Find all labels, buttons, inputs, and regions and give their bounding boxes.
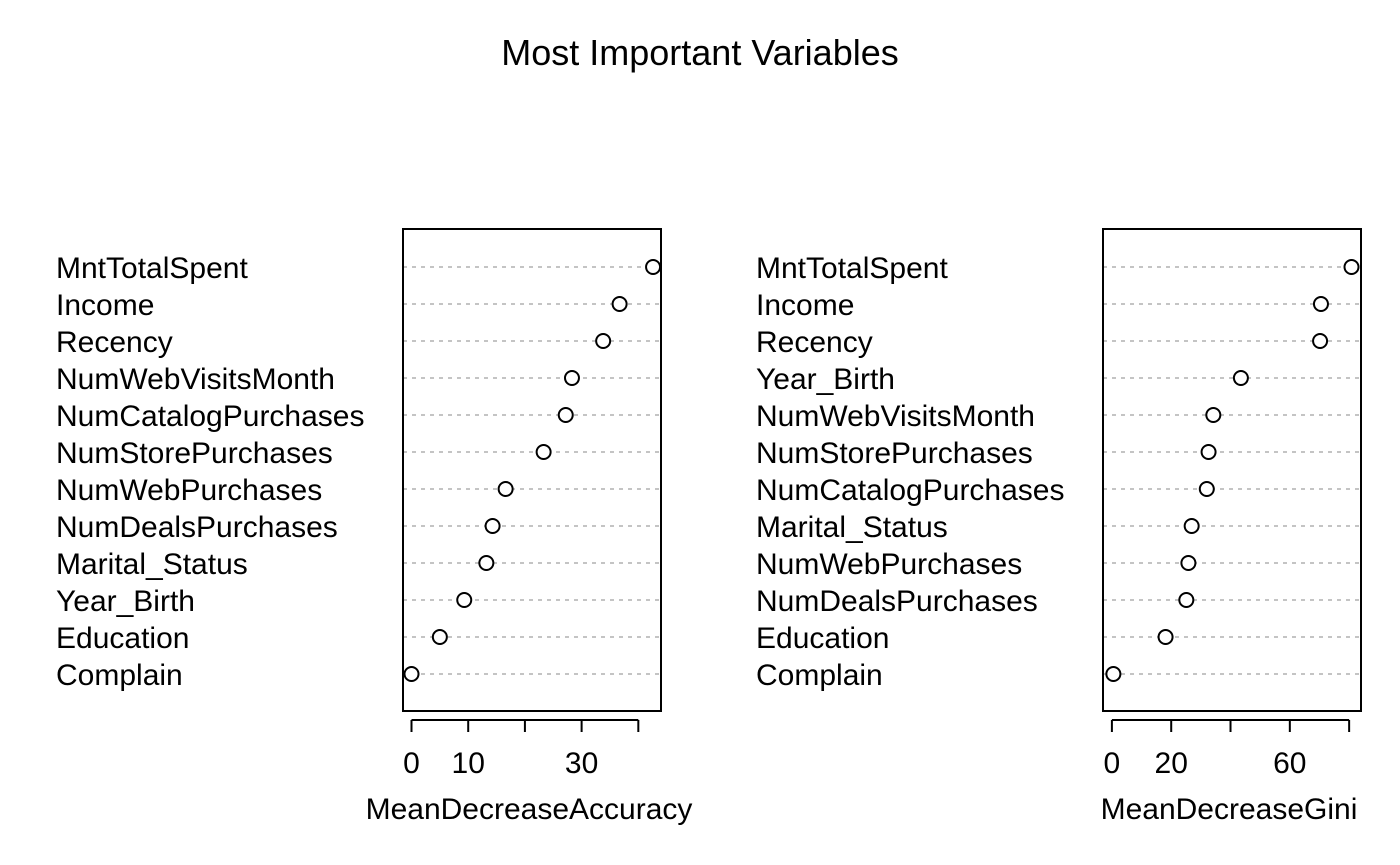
plot-frame xyxy=(1102,228,1362,712)
panel-2: MntTotalSpent Income Recency Year_Birth NumW… xyxy=(756,228,1362,826)
data-point xyxy=(1180,555,1197,571)
data-point xyxy=(497,481,514,497)
data-point xyxy=(403,666,420,682)
data-point xyxy=(1343,259,1360,275)
variable-label: NumCatalogPurchases xyxy=(756,474,1064,507)
data-point xyxy=(1232,370,1249,386)
data-point xyxy=(535,444,552,460)
plot-frame xyxy=(402,228,662,712)
data-point xyxy=(1157,629,1174,645)
variable-label: Education xyxy=(756,622,889,655)
x-tick-label: 60 xyxy=(1273,747,1306,780)
variable-label: NumDealsPurchases xyxy=(56,511,338,544)
variable-label: NumDealsPurchases xyxy=(756,585,1038,618)
data-point xyxy=(1105,666,1122,682)
variable-label: NumCatalogPurchases xyxy=(56,400,364,433)
data-point xyxy=(645,259,662,275)
data-point xyxy=(1183,518,1200,534)
x-tick-label: 30 xyxy=(565,747,598,780)
data-point xyxy=(478,555,495,571)
variable-label: Complain xyxy=(56,659,183,692)
variable-label: Income xyxy=(56,289,154,322)
panel-1: MntTotalSpent Income Recency NumWebVisitsMo… xyxy=(56,228,693,826)
variable-label: NumStorePurchases xyxy=(56,437,333,470)
variable-label: Marital_Status xyxy=(56,548,248,581)
data-point xyxy=(1198,481,1215,497)
variable-label: Year_Birth xyxy=(756,363,895,396)
data-point xyxy=(456,592,473,608)
variable-label: NumWebPurchases xyxy=(56,474,322,507)
x-axis-title: MeanDecreaseGini xyxy=(1101,793,1358,826)
data-point xyxy=(563,370,580,386)
variable-label: Complain xyxy=(756,659,883,692)
variable-label: Recency xyxy=(756,326,873,359)
data-point xyxy=(431,629,448,645)
data-point xyxy=(595,333,612,349)
variable-label: Year_Birth xyxy=(56,585,195,618)
variable-label: MntTotalSpent xyxy=(756,252,948,285)
x-tick-label: 0 xyxy=(403,747,420,780)
chart-title: Most Important Variables xyxy=(501,32,899,73)
x-tick-label: 10 xyxy=(452,747,485,780)
variable-label: Education xyxy=(56,622,189,655)
variable-label: MntTotalSpent xyxy=(56,252,248,285)
data-point xyxy=(1312,296,1329,312)
variable-label: NumWebVisitsMonth xyxy=(56,363,335,396)
variable-label: NumStorePurchases xyxy=(756,437,1033,470)
data-point xyxy=(1205,407,1222,423)
x-axis-title: MeanDecreaseAccuracy xyxy=(366,793,693,826)
data-point xyxy=(484,518,501,534)
data-point xyxy=(1200,444,1217,460)
data-point xyxy=(611,296,628,312)
x-tick-label: 20 xyxy=(1155,747,1188,780)
variable-label: Income xyxy=(756,289,854,322)
variable-label: Recency xyxy=(56,326,173,359)
data-point xyxy=(1312,333,1329,349)
variable-label: NumWebVisitsMonth xyxy=(756,400,1035,433)
variable-label: Marital_Status xyxy=(756,511,948,544)
variable-label: NumWebPurchases xyxy=(756,548,1022,581)
data-point xyxy=(557,407,574,423)
data-point xyxy=(1178,592,1195,608)
x-tick-label: 0 xyxy=(1104,747,1121,780)
